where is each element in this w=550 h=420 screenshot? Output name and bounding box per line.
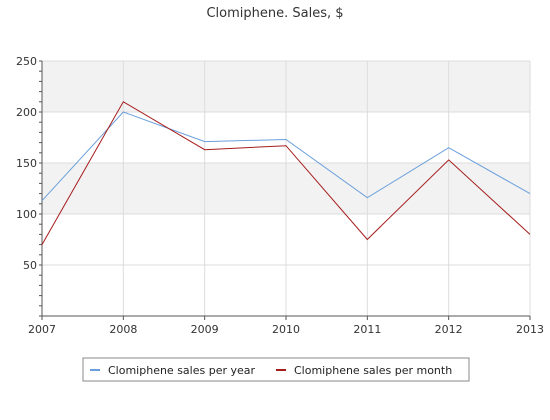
y-tick-label: 150 (16, 157, 37, 170)
legend: Clomiphene sales per year Clomiphene sale… (82, 357, 470, 382)
gridlines (42, 60, 531, 316)
series-line-1 (41, 111, 531, 202)
y-tick-label: 50 (23, 259, 37, 272)
x-tick-label: 2010 (272, 323, 300, 336)
axes (39, 60, 531, 320)
x-tick-label: 2009 (191, 323, 219, 336)
legend-label-1: Clomiphene sales per year (108, 364, 256, 377)
x-tick-label: 2008 (109, 323, 137, 336)
y-tick-label: 250 (16, 55, 37, 68)
x-tick-label: 2007 (28, 323, 56, 336)
series-line-2 (41, 101, 531, 245)
x-tick-label: 2011 (353, 323, 381, 336)
series-lines (41, 101, 531, 245)
legend-label-2: Clomiphene sales per month (294, 364, 452, 377)
x-tick-label: 2012 (435, 323, 463, 336)
x-tick-label: 2013 (516, 323, 544, 336)
chart-title: Clomiphene. Sales, $ (206, 6, 343, 21)
tick-labels: 50 100 150 200 250 2007 2008 2009 2010 2011 2012 20… (16, 55, 544, 336)
y-tick-label: 200 (16, 106, 37, 119)
y-tick-label: 100 (16, 208, 37, 221)
